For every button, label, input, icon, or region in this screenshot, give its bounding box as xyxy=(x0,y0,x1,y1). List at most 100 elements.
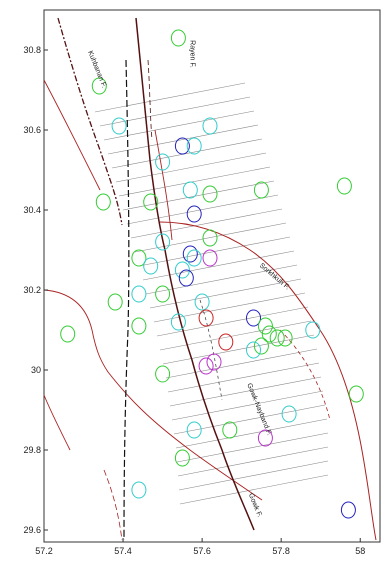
hatch-line xyxy=(176,432,329,463)
event-marker-cyan xyxy=(155,233,171,251)
x-tick-label: 57.4 xyxy=(114,546,132,556)
event-marker-red xyxy=(198,309,214,327)
hatch-line xyxy=(178,460,329,491)
event-marker-cyan xyxy=(202,117,218,135)
y-tick-label: 30.8 xyxy=(23,45,41,55)
hatch-line xyxy=(142,250,295,281)
event-marker-blue xyxy=(186,205,202,223)
event-marker-cyan xyxy=(174,261,190,279)
y-tick-label: 29.8 xyxy=(23,445,41,455)
event-marker-green xyxy=(277,329,293,347)
x-tick-label: 57.6 xyxy=(193,546,211,556)
plot-frame xyxy=(43,9,381,543)
hatch-line xyxy=(126,194,279,225)
x-axis: 57.2 57.4 57.6 57.8 58 xyxy=(35,538,365,556)
fault-label: Rayen F. xyxy=(188,40,195,68)
event-marker-cyan xyxy=(131,481,147,499)
hatch-line xyxy=(107,124,259,155)
hatch-line xyxy=(169,376,322,407)
hatch-line xyxy=(159,320,312,351)
x-tick-label: 57.2 xyxy=(35,546,53,556)
event-marker-blue xyxy=(182,245,198,263)
fault-trace-southwest-2 xyxy=(43,394,71,451)
gowk-nayband-fault xyxy=(135,17,255,531)
event-marker-green xyxy=(222,421,238,439)
hatch-line xyxy=(94,82,246,113)
hatch-line xyxy=(167,362,320,393)
event-marker-green xyxy=(202,229,218,247)
event-marker-cyan xyxy=(194,293,210,311)
event-marker-magenta xyxy=(202,249,218,267)
hatch-line xyxy=(118,166,271,197)
event-marker-cyan xyxy=(186,137,202,155)
event-marker-green xyxy=(253,337,269,355)
event-marker-green xyxy=(253,181,269,199)
hatch-zone xyxy=(94,82,329,505)
y-tick-label: 30 xyxy=(31,365,41,375)
hatch-line xyxy=(122,180,275,211)
hatch-line xyxy=(162,334,315,365)
event-marker-green xyxy=(95,193,111,211)
event-marker-blue xyxy=(178,269,194,287)
event-marker-green xyxy=(155,285,171,303)
event-marker-cyan xyxy=(155,153,171,171)
fault-trace-southwest xyxy=(43,289,263,501)
event-marker-green xyxy=(348,385,364,403)
kuhbanan-fault xyxy=(57,17,123,226)
hatch-line xyxy=(103,110,255,141)
hatch-line xyxy=(179,474,329,505)
hatch-line xyxy=(173,404,326,435)
event-marker-green xyxy=(269,329,285,347)
event-marker-green xyxy=(143,193,159,211)
event-marker-magenta xyxy=(198,357,214,375)
hatch-line xyxy=(134,222,287,253)
event-marker-blue xyxy=(246,309,261,327)
event-marker-green xyxy=(174,449,190,467)
event-marker-cyan xyxy=(186,421,202,439)
event-marker-blue xyxy=(340,501,356,519)
fault-trace-black xyxy=(123,59,130,541)
y-tick-label: 30.2 xyxy=(23,285,41,295)
hatch-line xyxy=(115,152,267,183)
x-tick-label: 58 xyxy=(355,546,365,556)
event-marker-red xyxy=(218,333,234,351)
event-marker-magenta xyxy=(206,353,222,371)
hatch-line xyxy=(175,418,328,449)
event-marker-green xyxy=(131,317,147,335)
event-marker-cyan xyxy=(182,181,198,199)
event-marker-green xyxy=(257,317,273,335)
event-marker-cyan xyxy=(305,321,321,339)
hatch-line xyxy=(156,306,309,337)
event-marker-cyan xyxy=(131,285,147,303)
fault-trace-east xyxy=(279,329,331,421)
hatch-line xyxy=(165,348,318,379)
x-tick-label: 57.8 xyxy=(272,546,290,556)
event-marker-cyan xyxy=(143,257,159,275)
event-marker-cyan xyxy=(111,117,127,135)
event-marker-green xyxy=(60,325,76,343)
y-tick-label: 30.4 xyxy=(23,205,41,215)
event-marker-magenta xyxy=(257,429,273,447)
y-tick-label: 30.6 xyxy=(23,125,41,135)
event-markers xyxy=(60,29,364,519)
event-marker-green xyxy=(170,29,186,47)
fault-trace-west xyxy=(43,79,101,191)
rayen-fault xyxy=(147,59,153,141)
hatch-line xyxy=(130,208,283,239)
event-marker-green xyxy=(91,77,107,95)
fault-trace-central xyxy=(154,129,173,241)
fault-trace-south xyxy=(103,469,123,541)
event-marker-green xyxy=(336,177,352,195)
event-marker-green xyxy=(202,185,218,203)
y-axis: 30.8 30.6 30.4 30.2 30 29.8 29.6 xyxy=(23,45,48,535)
event-marker-green xyxy=(131,249,147,267)
hatch-line xyxy=(171,390,324,421)
event-marker-blue xyxy=(174,137,190,155)
event-marker-cyan xyxy=(186,249,202,267)
hatch-line xyxy=(145,264,298,295)
event-marker-green xyxy=(155,365,171,383)
y-tick-label: 29.6 xyxy=(23,525,41,535)
fault-traces xyxy=(43,17,377,541)
